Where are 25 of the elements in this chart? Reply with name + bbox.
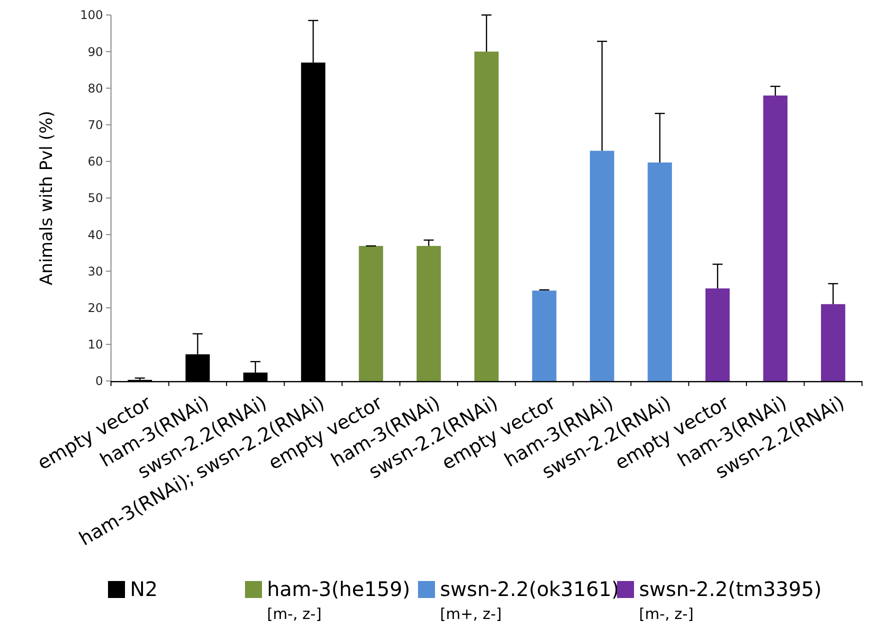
bar	[763, 96, 788, 381]
legend-label: N2	[130, 577, 158, 601]
legend-label: swsn-2.2(ok3161) [m+, z-]	[440, 577, 620, 623]
y-tick-label: 70	[88, 118, 103, 132]
y-tick-label: 0	[95, 374, 103, 388]
y-tick-label: 40	[88, 228, 103, 242]
y-tick-label: 30	[88, 264, 103, 278]
bar	[705, 288, 730, 381]
bar	[416, 246, 441, 381]
y-tick-label: 100	[80, 8, 103, 22]
bar	[474, 52, 499, 381]
y-tick-label: 60	[88, 154, 103, 169]
bar	[590, 150, 614, 381]
bar	[358, 246, 384, 381]
y-tick-label: 50	[88, 191, 103, 206]
y-tick-label: 80	[88, 81, 103, 96]
bar	[648, 162, 672, 381]
y-axis-title: Animals with Pvl (%)	[37, 110, 57, 286]
bar	[532, 290, 556, 381]
y-tick-label: 10	[88, 338, 103, 352]
legend-label: ham-3(he159) [m-, z-]	[267, 577, 410, 623]
legend-label: swsn-2.2(tm3395) [m-, z-]	[639, 577, 822, 623]
y-tick-label: 20	[88, 301, 103, 315]
bar	[820, 304, 846, 381]
y-tick-label: 90	[88, 44, 103, 59]
